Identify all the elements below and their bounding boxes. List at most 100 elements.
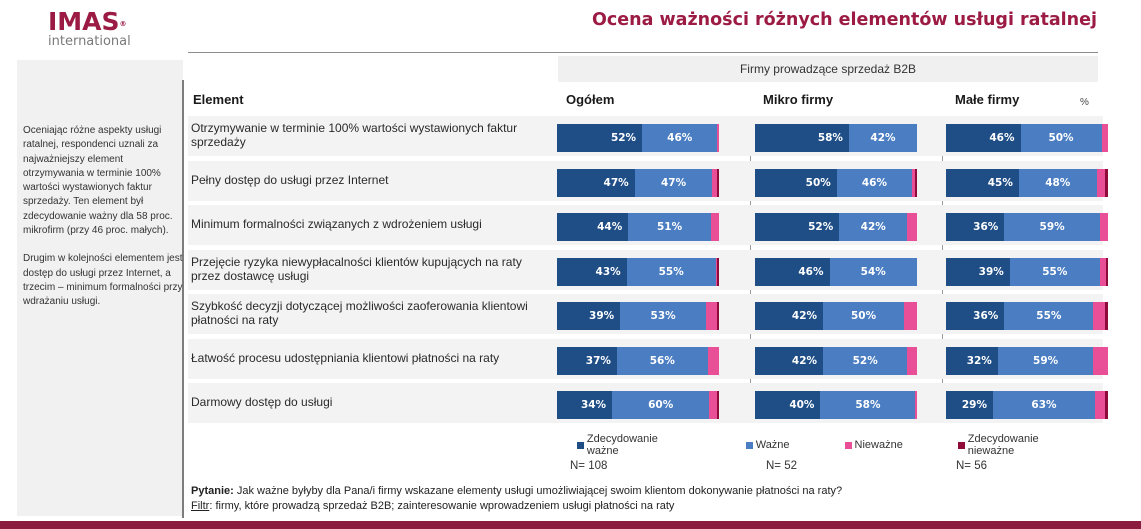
chart-legend: Zdecydowanie ważne Ważne Nieważne Zdecyd… bbox=[577, 433, 1141, 457]
data-label: 32% bbox=[966, 354, 992, 367]
data-label: 47% bbox=[660, 176, 687, 189]
stacked-bar: 40% 58% bbox=[755, 391, 917, 419]
bar-segment-niewazne bbox=[1093, 302, 1105, 330]
data-label: 46% bbox=[798, 265, 824, 278]
commentary-text: Oceniając różne aspekty usługi ratalnej,… bbox=[23, 124, 183, 310]
stacked-bar: 46% 54% bbox=[755, 257, 917, 286]
commentary-paragraph-2: Drugim w kolejności elementem jest dostę… bbox=[23, 253, 183, 308]
data-label: 60% bbox=[648, 399, 674, 411]
data-label: 46% bbox=[989, 132, 1015, 144]
bar-segment-zdecydowanie-wazne: 39% bbox=[557, 302, 621, 330]
category-label: Otrzymywanie w terminie 100% wartości wy… bbox=[191, 121, 518, 149]
data-label: 55% bbox=[658, 265, 684, 278]
data-label: 54% bbox=[860, 265, 886, 278]
bar-segment-zdecydowanie-wazne: 39% bbox=[946, 257, 1010, 286]
sample-size-mikro: N= 52 bbox=[766, 460, 798, 472]
category-label: Szybkość decyzji dotyczącej możliwości z… bbox=[191, 299, 528, 327]
data-label: 46% bbox=[667, 132, 693, 144]
data-label: 47% bbox=[603, 176, 629, 189]
category-label: Przejęcie ryzyka niewypłacalności klient… bbox=[191, 254, 522, 283]
bar-segment-wazne: 58% bbox=[820, 391, 916, 419]
data-label: 59% bbox=[1039, 221, 1065, 233]
stacked-bar: 36% 59% bbox=[946, 213, 1108, 241]
data-label: 45% bbox=[987, 176, 1013, 189]
data-label: 59% bbox=[1033, 354, 1059, 367]
bar-segment-zdecydowanie-wazne: 42% bbox=[755, 302, 824, 330]
bar-segment-wazne: 42% bbox=[839, 213, 908, 241]
bar-segment-wazne: 50% bbox=[1020, 124, 1102, 152]
stacked-bar: 44% 51% bbox=[557, 213, 719, 241]
stacked-bar: 42% 52% bbox=[755, 346, 917, 375]
stacked-bar: 58% 42% bbox=[755, 124, 917, 152]
imas-logo: IMAS® international bbox=[48, 8, 131, 49]
commentary-panel-border bbox=[182, 80, 184, 518]
bar-segment-wazne: 60% bbox=[612, 391, 710, 419]
bar-segment-zdecydowanie-niewazne bbox=[1106, 257, 1108, 286]
bar-segment-zdecydowanie-niewazne bbox=[1104, 302, 1108, 330]
bar-segment-niewazne bbox=[712, 168, 718, 197]
bar-segment-niewazne bbox=[1095, 391, 1105, 419]
element-column-header: Element bbox=[193, 92, 244, 107]
bar-segment-zdecydowanie-wazne: 37% bbox=[557, 346, 617, 375]
data-label: 36% bbox=[973, 310, 999, 322]
bar-segment-niewazne bbox=[1099, 257, 1107, 286]
data-label: 42% bbox=[860, 221, 886, 233]
bar-segment-zdecydowanie-wazne: 40% bbox=[755, 391, 821, 419]
logo-wordmark: IMAS® bbox=[48, 7, 127, 36]
data-label: 42% bbox=[791, 310, 818, 322]
data-label: 39% bbox=[978, 265, 1004, 278]
data-label: 39% bbox=[589, 310, 615, 322]
bar-segment-niewazne bbox=[707, 346, 719, 375]
panel-header-male: Małe firmy bbox=[955, 92, 1020, 107]
bar-segment-niewazne bbox=[715, 257, 718, 286]
bar-segment-wazne: 59% bbox=[1004, 213, 1100, 241]
bar-segment-zdecydowanie-wazne: 50% bbox=[755, 168, 837, 197]
bar-segment-niewazne bbox=[709, 391, 718, 419]
bar-segment-zdecydowanie-niewazne bbox=[915, 168, 917, 197]
stacked-bar: 37% 56% bbox=[557, 346, 719, 375]
bar-segment-niewazne bbox=[1101, 124, 1108, 152]
bar-segment-zdecydowanie-wazne: 47% bbox=[557, 168, 635, 197]
stacked-bar: 52% 42% bbox=[755, 213, 917, 241]
legend-label: Nieważne bbox=[854, 439, 903, 451]
data-label: 52% bbox=[852, 354, 878, 367]
data-label: 50% bbox=[805, 176, 831, 189]
bar-segment-zdecydowanie-wazne: 36% bbox=[946, 213, 1005, 241]
group-header: Firmy prowadzące sprzedaż B2B bbox=[558, 56, 1098, 82]
sample-size-male: N= 56 bbox=[956, 460, 988, 472]
stacked-bar: 52% 46% bbox=[557, 124, 719, 152]
bar-segment-zdecydowanie-wazne: 46% bbox=[755, 257, 830, 286]
panel-header-ogolem: Ogółem bbox=[566, 92, 615, 107]
data-label: 58% bbox=[855, 399, 881, 411]
bar-segment-zdecydowanie-wazne: 46% bbox=[946, 124, 1021, 152]
data-label: 44% bbox=[597, 221, 623, 233]
bar-segment-zdecydowanie-wazne: 34% bbox=[557, 391, 613, 419]
bar-segment-wazne: 53% bbox=[620, 302, 707, 330]
stacked-bar: 29% 63% bbox=[946, 391, 1108, 419]
bar-segment-wazne: 52% bbox=[823, 346, 908, 375]
commentary-panel bbox=[17, 60, 183, 516]
bar-segment-wazne: 55% bbox=[1009, 257, 1100, 286]
bar-segment-niewazne bbox=[912, 168, 916, 197]
bar-segment-niewazne bbox=[1096, 168, 1105, 197]
legend-label: Ważne bbox=[755, 439, 790, 451]
bar-segment-wazne: 42% bbox=[848, 124, 917, 152]
category-label: Darmowy dostęp do usługi bbox=[191, 395, 333, 409]
data-label: 37% bbox=[585, 354, 611, 367]
bar-segment-zdecydowanie-wazne: 58% bbox=[755, 124, 849, 152]
bar-segment-zdecydowanie-niewazne bbox=[1104, 168, 1108, 197]
category-label: Minimum formalności związanych z wdrożen… bbox=[191, 217, 482, 231]
stacked-bar: 46% 50% bbox=[946, 124, 1108, 152]
bar-segment-wazne: 48% bbox=[1018, 168, 1097, 197]
data-label: 52% bbox=[610, 132, 637, 144]
bar-segment-niewazne bbox=[907, 213, 917, 241]
legend-item-zdecydowanie-wazne: Zdecydowanie ważne bbox=[577, 433, 691, 457]
category-label: Pełny dostęp do usługi przez Internet bbox=[191, 172, 389, 187]
page-title: Ocena ważności różnych elementów usługi … bbox=[592, 10, 1097, 30]
bar-segment-niewazne bbox=[915, 391, 917, 419]
data-label: 55% bbox=[1042, 265, 1068, 278]
data-label: 43% bbox=[595, 265, 621, 278]
data-label: 53% bbox=[650, 310, 676, 322]
stacked-bar: 45% 48% bbox=[946, 168, 1108, 197]
commentary-paragraph-1: Oceniając różne aspekty usługi ratalnej,… bbox=[23, 125, 173, 237]
